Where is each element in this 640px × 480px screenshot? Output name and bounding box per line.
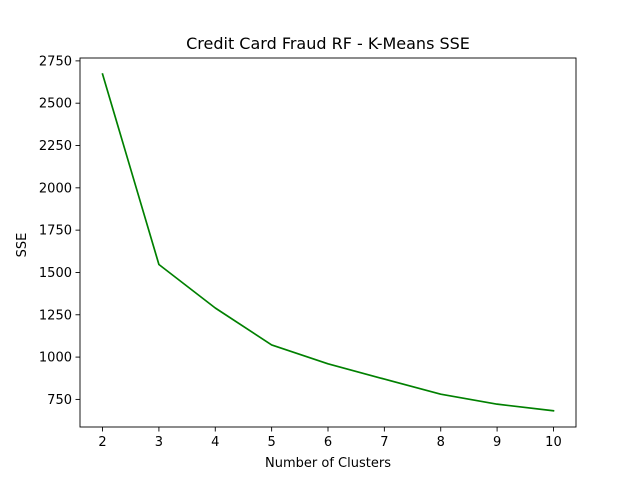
plot-frame bbox=[79, 57, 577, 428]
y-tick-label: 2750 bbox=[39, 54, 72, 69]
x-tick-label: 10 bbox=[545, 435, 562, 450]
x-tick-label: 2 bbox=[98, 435, 106, 450]
x-axis-label: Number of Clusters bbox=[265, 456, 391, 471]
y-tick-label: 1500 bbox=[39, 266, 72, 281]
y-axis-label: SSE bbox=[15, 233, 30, 258]
y-tick-label: 1250 bbox=[39, 308, 72, 323]
y-tick-label: 2000 bbox=[39, 181, 72, 196]
x-tick-label: 4 bbox=[211, 435, 219, 450]
chart-title: Credit Card Fraud RF - K-Means SSE bbox=[186, 34, 470, 53]
x-tick-label: 5 bbox=[267, 435, 275, 450]
y-tick-label: 750 bbox=[47, 393, 72, 408]
x-tick-label: 6 bbox=[324, 435, 332, 450]
x-tick-label: 3 bbox=[155, 435, 163, 450]
y-tick-label: 2500 bbox=[39, 97, 72, 112]
x-tick-label: 8 bbox=[437, 435, 445, 450]
y-tick-label: 1000 bbox=[39, 351, 72, 366]
y-tick-label: 1750 bbox=[39, 224, 72, 239]
x-tick-label: 7 bbox=[380, 435, 388, 450]
x-tick-label: 9 bbox=[493, 435, 501, 450]
series-line-0 bbox=[101, 73, 555, 412]
y-tick-label: 2250 bbox=[39, 139, 72, 154]
plot-area: 2 3 4 5 6 7 8 9 10 750 1000 1250 1500 1750 2000 2250 250… bbox=[39, 54, 577, 450]
